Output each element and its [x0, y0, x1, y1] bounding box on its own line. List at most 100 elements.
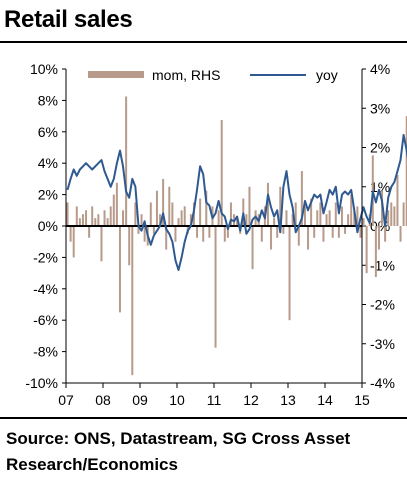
mom-bar	[374, 226, 377, 278]
mom-bar	[143, 226, 146, 242]
mom-bar	[78, 218, 81, 226]
x-tick-label: 10	[169, 392, 185, 408]
mom-bar	[131, 226, 134, 376]
mom-bar	[307, 226, 310, 250]
mom-bar	[220, 120, 223, 226]
mom-bar	[285, 210, 288, 226]
mom-bar	[106, 218, 109, 226]
left-tick-label: 4%	[38, 155, 58, 171]
right-tick-label: 1%	[370, 179, 390, 195]
mom-bar	[319, 202, 322, 226]
right-tick-label: 3%	[370, 100, 390, 116]
mom-bar	[313, 226, 316, 238]
mom-bar	[152, 226, 155, 234]
left-tick-label: -8%	[33, 344, 58, 360]
mom-bar	[251, 226, 254, 270]
mom-bar	[97, 214, 100, 226]
mom-bar	[325, 214, 328, 226]
left-tick-label: 10%	[30, 61, 58, 77]
mom-bar	[69, 226, 72, 242]
x-tick-label: 12	[243, 392, 259, 408]
mom-bar	[66, 202, 69, 226]
mom-bar	[347, 214, 350, 226]
mom-bar	[189, 214, 192, 226]
left-tick-label: -4%	[33, 281, 58, 297]
mom-bar	[353, 210, 356, 226]
mom-bar	[205, 190, 208, 226]
left-tick-label: -2%	[33, 249, 58, 265]
mom-bar	[223, 226, 226, 242]
mom-bar	[214, 226, 217, 348]
mom-bar	[81, 214, 84, 226]
left-tick-label: 2%	[38, 187, 58, 203]
mom-bar	[236, 218, 239, 226]
mom-bar	[279, 186, 282, 226]
mom-bar	[103, 210, 106, 226]
mom-bar	[196, 226, 199, 238]
mom-bar	[149, 202, 152, 226]
mom-bar	[340, 206, 343, 226]
right-tick-label: -2%	[370, 297, 395, 313]
mom-bar	[202, 226, 205, 242]
mom-bar	[226, 226, 229, 238]
mom-bar	[208, 226, 211, 238]
mom-bar	[199, 198, 202, 226]
mom-bar	[288, 226, 291, 321]
mom-bar	[359, 226, 362, 238]
legend-swatch-mom	[88, 71, 144, 78]
x-tick-label: 08	[95, 392, 111, 408]
mom-bar	[245, 214, 248, 226]
mom-bar	[122, 210, 125, 226]
mom-bar	[100, 226, 103, 262]
mom-bar	[112, 194, 115, 226]
left-tick-label: 6%	[38, 124, 58, 140]
mom-bar	[174, 226, 177, 242]
mom-bar	[171, 202, 174, 226]
chart-legend: mom, RHS yoy	[88, 67, 338, 83]
mom-bar	[109, 206, 112, 226]
mom-bar	[118, 226, 121, 313]
yoy-line	[66, 133, 407, 271]
chart-source: Source: ONS, Datastream, SG Cross Asset …	[6, 429, 351, 474]
left-tick-label: 8%	[38, 92, 58, 108]
mom-bar	[297, 226, 300, 246]
title-rule	[0, 41, 407, 43]
mom-bar	[165, 226, 168, 250]
legend-label-yoy: yoy	[316, 67, 338, 83]
mom-bar	[331, 226, 334, 238]
mom-bar	[387, 210, 390, 226]
mom-bar	[137, 226, 140, 234]
x-tick-label: 15	[354, 392, 370, 408]
mom-bar	[183, 206, 186, 226]
mom-bar	[155, 190, 158, 226]
legend-label-mom: mom, RHS	[152, 67, 220, 83]
mom-bar	[260, 226, 263, 242]
mom-bar	[399, 226, 402, 242]
mom-bar	[316, 210, 319, 226]
mom-bar	[270, 226, 273, 250]
mom-bar	[350, 194, 353, 226]
mom-bar	[310, 198, 313, 226]
mom-bar	[180, 210, 183, 226]
retail-sales-chart: -10%-8%-6%-4%-2%0%2%4%6%8%10% -4%-3%-2%-…	[25, 61, 407, 408]
mom-bar	[162, 178, 165, 226]
mom-bar	[168, 186, 171, 226]
mom-bar	[177, 218, 180, 226]
mom-bar	[115, 182, 118, 226]
left-tick-label: 0%	[38, 218, 58, 234]
mom-bar	[294, 202, 297, 226]
left-axis-ticks: -10% -8% -6% -4% -2% 0% 2% 4% 6% 8% 10%	[25, 61, 66, 391]
mom-bar	[72, 226, 75, 258]
mom-bar	[128, 226, 131, 266]
mom-bar	[393, 206, 396, 226]
mom-bar	[125, 96, 128, 226]
mom-bar	[276, 226, 279, 238]
mom-bar	[159, 214, 162, 226]
x-tick-label: 09	[132, 392, 148, 408]
mom-bar	[384, 226, 387, 242]
right-tick-label: 2%	[370, 140, 390, 156]
mom-bar	[328, 210, 331, 226]
mom-bar	[322, 226, 325, 242]
left-tick-label: -10%	[25, 375, 58, 391]
mom-bar	[229, 202, 232, 226]
